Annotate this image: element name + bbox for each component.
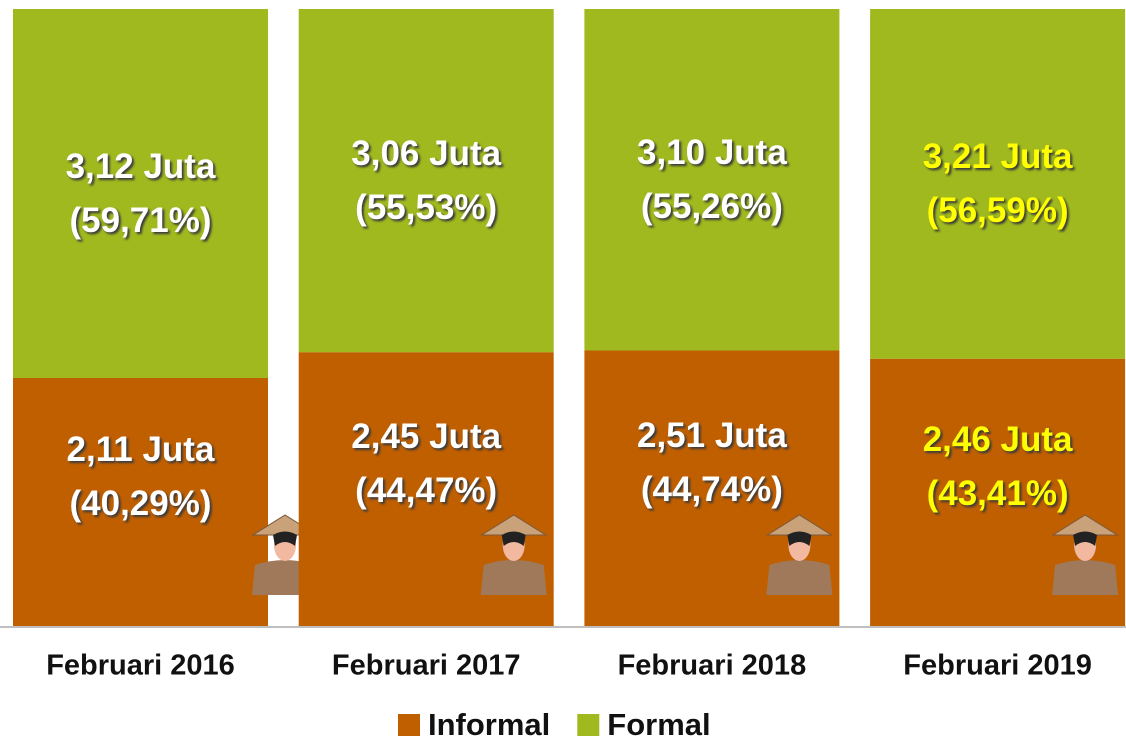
value-label: 2,11 Juta	[67, 430, 215, 469]
value-label: 3,12 Juta	[66, 147, 216, 186]
value-label: 2,51 Juta	[637, 416, 787, 455]
icon-body	[481, 560, 547, 595]
x-tick-label: Februari 2016	[46, 650, 235, 682]
x-tick-label: Februari 2018	[618, 650, 807, 682]
value-label: (43,41%)	[927, 474, 1069, 513]
value-label: 2,45 Juta	[351, 417, 501, 456]
value-label: 3,21 Juta	[923, 137, 1073, 176]
icon-body	[766, 560, 832, 595]
bar-segment	[13, 9, 268, 378]
value-label: 3,06 Juta	[351, 134, 501, 173]
bar-segment	[299, 9, 554, 352]
value-label: 2,46 Juta	[923, 420, 1073, 459]
x-tick-label: Februari 2017	[332, 650, 521, 682]
value-label: (56,59%)	[927, 191, 1069, 230]
value-label: (44,47%)	[355, 471, 497, 510]
value-label: 3,10 Juta	[637, 133, 787, 172]
value-label: (40,29%)	[69, 484, 211, 523]
value-label: (55,26%)	[641, 187, 783, 226]
legend-label: Informal	[428, 707, 550, 742]
bar-segment	[870, 9, 1125, 359]
value-label: (59,71%)	[69, 201, 211, 240]
x-tick-label: Februari 2019	[903, 650, 1092, 682]
legend-swatch	[577, 714, 599, 736]
legend-swatch	[398, 714, 420, 736]
bar-segment	[584, 9, 839, 351]
value-label: (55,53%)	[355, 188, 497, 227]
legend-label: Formal	[607, 707, 710, 742]
value-label: (44,74%)	[641, 470, 783, 509]
icon-body	[1052, 560, 1118, 595]
chart: 2,11 Juta (40,29%) 3,12 Juta (59,71%) Februa…	[0, 0, 1126, 747]
